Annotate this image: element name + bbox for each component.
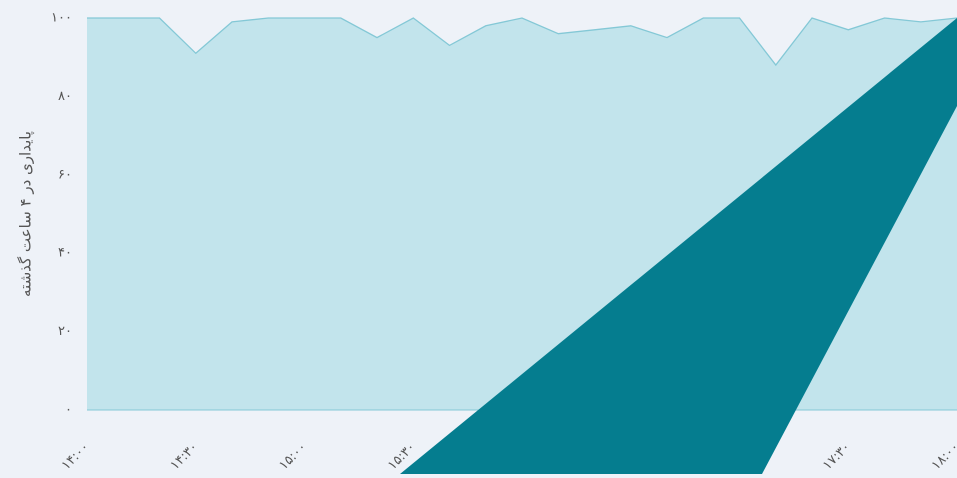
x-tick-label: ۱۷:۳۰ xyxy=(820,440,853,473)
y-tick-label: ۲۰ xyxy=(58,324,72,339)
y-tick-label: ۴۰ xyxy=(58,246,72,261)
y-axis-ticks: ۰ ۲۰ ۴۰ ۶۰ ۸۰ ۱۰۰ xyxy=(51,11,72,418)
y-tick-label: ۱۰۰ xyxy=(51,11,72,26)
overlay-shape xyxy=(400,18,957,474)
x-tick-label: ۱۴:۰۰ xyxy=(59,440,92,473)
x-tick-label: ۱۵:۰۰ xyxy=(276,440,309,473)
y-tick-label: ۶۰ xyxy=(58,167,72,182)
overlay-layer xyxy=(400,18,957,474)
series-line xyxy=(87,17,957,67)
y-tick-label: ۰ xyxy=(65,403,72,418)
x-tick-label: ۱۸:۰۰ xyxy=(929,440,957,473)
y-axis-label: پایداری در ۴ ساعت گذشته xyxy=(17,131,36,297)
x-tick-label: ۱۴:۳۰ xyxy=(168,440,201,473)
y-tick-label: ۸۰ xyxy=(58,89,72,104)
